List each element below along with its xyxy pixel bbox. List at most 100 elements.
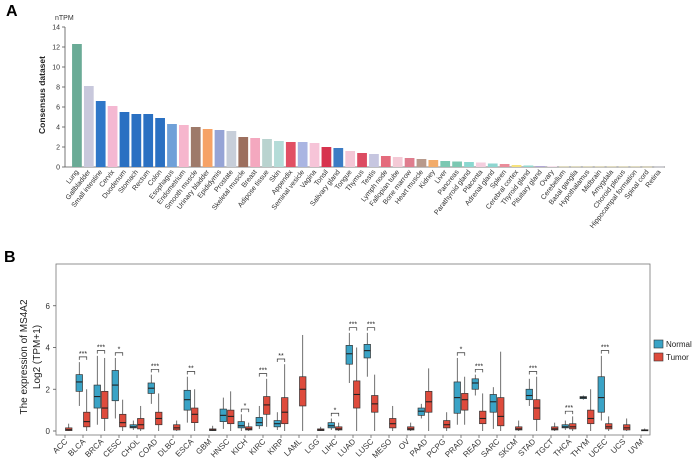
panel-b-box-tumor: [479, 393, 487, 431]
panel-b-box-tumor: [101, 357, 109, 431]
panel-b-sig-label: *: [118, 347, 121, 354]
panel-b-legend-label: Tumor: [666, 353, 689, 362]
panel-b-box-tumor: [569, 416, 577, 431]
panel-b-xtick-label: THYM: [569, 437, 592, 460]
panel-a-bar: [285, 142, 296, 167]
panel-b-box-tumor: [443, 412, 451, 431]
panel-b-sig-label: ***: [475, 363, 483, 370]
panel-b-sig-bracket: [240, 408, 250, 413]
panel-b-sig-label: *: [334, 407, 337, 414]
panel-b-box-normal: [273, 412, 281, 430]
panel-a-bar: [155, 118, 165, 167]
panel-b-xtick-label: HNSC: [209, 437, 232, 460]
panel-a-ytick-label: 0: [56, 165, 60, 172]
panel-a-bar: [333, 148, 344, 167]
panel-b-xtick-label: PRAD: [443, 437, 465, 459]
panel-b-sig-bracket: [564, 410, 574, 415]
panel-b-ytick-label: 0: [46, 427, 51, 436]
panel-b-box-normal: [489, 387, 497, 429]
panel-b-box-normal: [561, 420, 569, 430]
panel-b-box-normal: [471, 374, 479, 396]
panel-b-xtick-label: LAML: [282, 437, 304, 459]
panel-b-box-tumor: [209, 425, 217, 431]
panel-b-sig-label: ***: [79, 351, 87, 358]
panel-b-box-body: [119, 413, 127, 428]
panel-b-boxes: [65, 332, 649, 432]
panel-b-sig-label: ***: [367, 322, 375, 329]
panel-a-bar: [523, 165, 534, 167]
panel-b-box-body: [345, 345, 353, 365]
panel-b-box-tumor: [335, 422, 343, 431]
panel-b-box-tumor: [389, 405, 397, 431]
panel-a-bar: [107, 106, 118, 167]
panel-b-sig-label: ***: [529, 366, 537, 373]
panel-b-sig-bracket: [600, 350, 610, 354]
panel-b-box-body: [525, 388, 533, 401]
panel-b-box-body: [255, 417, 263, 427]
panel-b-xtick-label: UCEC: [587, 437, 610, 460]
panel-b-sig-bracket: [456, 352, 466, 356]
panel-a-unit-label: nTPM: [55, 15, 74, 22]
panel-b-sig-bracket: [96, 350, 106, 354]
panel-b-sig-label: ***: [565, 405, 573, 412]
panel-a-bar: [119, 112, 130, 167]
panel-b-box-tumor: [515, 420, 523, 431]
panel-b-sig-bracket: [276, 358, 286, 362]
panel-b-box-normal: [129, 420, 137, 430]
panel-a-y-ticks: 0 2 4 6 8 10 12 14: [52, 25, 65, 172]
panel-a-ytick-label: 14: [52, 25, 60, 32]
panel-b-xtick-label: KICH: [230, 437, 250, 457]
panel-b-y-ticks: 0 2 4 6: [46, 302, 56, 436]
panel-b-sig-bracket: [186, 371, 196, 375]
panel-b-sig-label: **: [188, 366, 194, 373]
panel-b-box-normal: [363, 332, 371, 377]
panel-a-bar: [309, 143, 320, 167]
panel-b-box-body: [497, 397, 505, 427]
panel-a-bar: [167, 124, 177, 167]
panel-b-sig-bracket: [78, 356, 88, 360]
panel-a-bar: [464, 162, 474, 167]
panel-b-sig-label: ***: [601, 345, 609, 352]
panel-a-bar: [475, 162, 486, 167]
panel-a-bar: [274, 141, 284, 167]
panel-b-box-body: [489, 394, 497, 413]
panel-b-xtick-label: CESC: [101, 437, 123, 459]
panel-b-box-normal: [255, 405, 263, 429]
panel-b-xtick-label: UCS: [609, 437, 627, 455]
panel-b-xtick-label: PCPG: [425, 437, 447, 459]
panel-b-box-tumor: [119, 399, 127, 431]
panel-b-box-tumor: [461, 376, 469, 425]
panel-b-box-tumor: [371, 374, 379, 431]
panel-b-box-normal: [327, 418, 335, 430]
panel-b-ytick-label: 2: [46, 385, 51, 394]
panel-b-box-normal: [237, 414, 245, 431]
panel-b-box-tumor: [497, 351, 505, 431]
panel-b-ylabel-line2: Log2 (TPM+1): [32, 325, 43, 389]
panel-b-xtick-label: COAD: [137, 437, 160, 460]
panel-b-box-body: [471, 378, 479, 390]
panel-b-box-normal: [75, 362, 83, 406]
panel-a-ytick-label: 12: [52, 45, 60, 52]
panel-b-sig-bracket: [150, 369, 160, 373]
panel-a-bar: [392, 157, 403, 167]
panel-a-bar: [547, 166, 558, 167]
panel-b-box-body: [191, 407, 199, 424]
panel-a-ytick-label: 4: [56, 125, 60, 132]
panel-a-bar: [178, 125, 189, 167]
panel-b-xtick-label: KIRP: [266, 437, 286, 457]
panel-b-box-tumor: [245, 422, 253, 431]
panel-a-bar: [535, 166, 546, 167]
panel-b-ytick-label: 6: [46, 302, 51, 311]
panel-b-box-normal: [219, 397, 227, 429]
panel-a-bar: [511, 165, 522, 167]
panel-a-label: A: [6, 3, 18, 20]
panel-b-box-body: [237, 421, 245, 429]
panel-b-box-normal: [93, 355, 101, 425]
panel-a-bar: [250, 138, 261, 167]
panel-b-xtick-label: LGG: [303, 437, 321, 455]
panel-b-box-tumor: [407, 422, 415, 431]
panel-b-legend-swatch: [653, 339, 664, 349]
panel-a-bar: [202, 129, 213, 167]
